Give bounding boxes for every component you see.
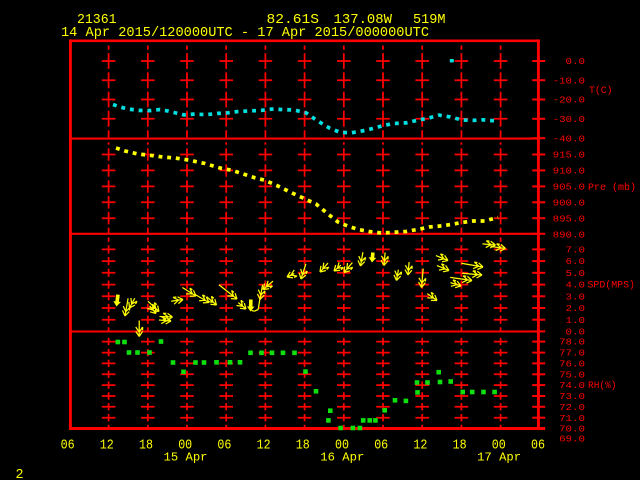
svg-text:06: 06	[531, 438, 545, 453]
svg-text:5.0: 5.0	[566, 269, 585, 279]
svg-text:75.0: 75.0	[559, 370, 585, 380]
svg-text:Pre (mb): Pre (mb)	[588, 182, 636, 194]
svg-text:2: 2	[16, 468, 24, 480]
svg-text:1.0: 1.0	[566, 316, 585, 326]
svg-text:15 Apr: 15 Apr	[164, 451, 208, 465]
svg-text:73.0: 73.0	[559, 392, 585, 402]
svg-text:12: 12	[257, 438, 271, 453]
svg-text:SPD(MPS): SPD(MPS)	[588, 280, 636, 292]
svg-text:905.0: 905.0	[553, 182, 585, 192]
svg-text:18: 18	[453, 438, 467, 453]
svg-text:00: 00	[492, 438, 506, 453]
svg-text:74.0: 74.0	[559, 381, 585, 391]
svg-text:895.0: 895.0	[553, 214, 585, 224]
svg-text:76.0: 76.0	[559, 359, 585, 369]
svg-text:7.0: 7.0	[566, 245, 585, 255]
svg-text:0.0: 0.0	[566, 57, 585, 67]
svg-text:18: 18	[139, 438, 153, 453]
svg-text:06: 06	[61, 438, 75, 453]
svg-text:-20.0: -20.0	[553, 95, 585, 105]
svg-text:-40.0: -40.0	[553, 134, 585, 144]
svg-text:18: 18	[296, 438, 310, 453]
svg-text:137.08W: 137.08W	[334, 13, 394, 28]
svg-text:06: 06	[217, 438, 231, 453]
svg-text:06: 06	[374, 438, 388, 453]
svg-text:17 Apr: 17 Apr	[477, 451, 521, 465]
svg-text:16 Apr: 16 Apr	[320, 451, 364, 465]
svg-text:12: 12	[100, 438, 114, 453]
svg-text:00: 00	[178, 438, 192, 453]
svg-text:4.0: 4.0	[566, 280, 585, 290]
svg-text:72.0: 72.0	[559, 403, 585, 413]
svg-text:77.0: 77.0	[559, 348, 585, 358]
svg-text:21361: 21361	[77, 13, 117, 28]
svg-text:3.0: 3.0	[566, 292, 585, 302]
svg-text:12: 12	[413, 438, 427, 453]
svg-text:-30.0: -30.0	[553, 115, 585, 125]
svg-text:82.61S: 82.61S	[267, 13, 320, 28]
svg-text:915.0: 915.0	[553, 150, 585, 160]
svg-text:70.0: 70.0	[559, 424, 585, 434]
svg-text:890.0: 890.0	[553, 230, 585, 240]
svg-text:6.0: 6.0	[566, 257, 585, 267]
svg-text:78.0: 78.0	[559, 337, 585, 347]
svg-text:2.0: 2.0	[566, 304, 585, 314]
svg-text:-10.0: -10.0	[553, 76, 585, 86]
svg-text:0.0: 0.0	[566, 327, 585, 337]
svg-text:71.0: 71.0	[559, 414, 585, 424]
svg-text:14 Apr 2015/120000UTC - 17 Apr: 14 Apr 2015/120000UTC - 17 Apr 2015/0000…	[61, 26, 429, 41]
svg-text:519M: 519M	[413, 13, 446, 28]
svg-text:910.0: 910.0	[553, 166, 585, 176]
svg-text:69.0: 69.0	[559, 434, 585, 444]
svg-text:00: 00	[335, 438, 349, 453]
svg-text:T(C): T(C)	[589, 85, 613, 97]
svg-text:900.0: 900.0	[553, 198, 585, 208]
svg-text:RH(%): RH(%)	[588, 380, 617, 392]
